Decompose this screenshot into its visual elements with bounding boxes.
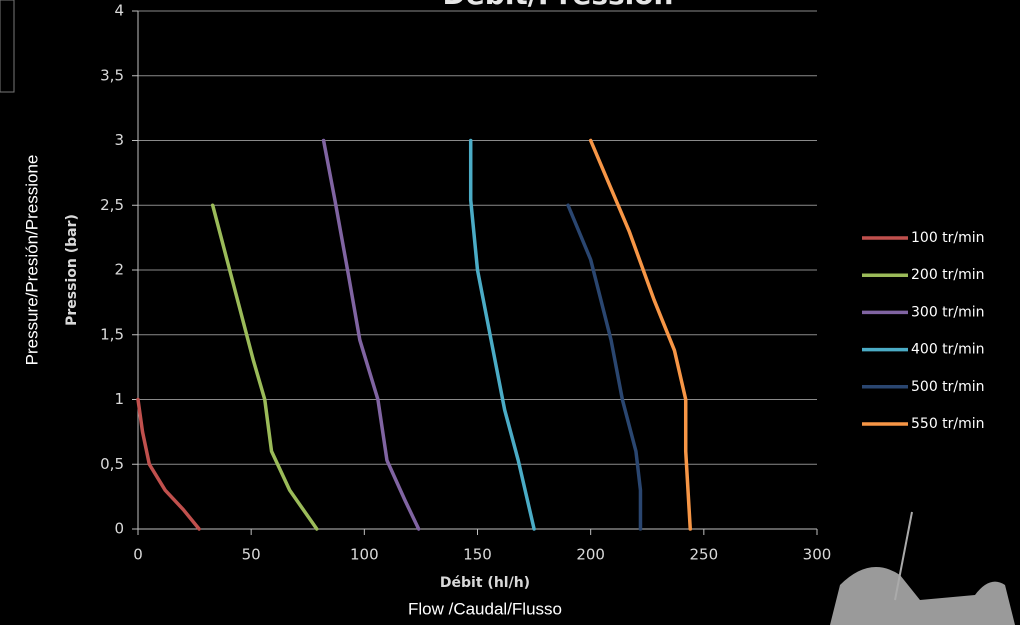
- y-tick-label: 2: [114, 261, 124, 279]
- y-tick-label: 4: [114, 2, 124, 20]
- legend-label: 400 tr/min: [911, 342, 985, 358]
- data-line: [566, 203, 643, 531]
- x-tick-label: 250: [690, 546, 719, 564]
- y-tick-label: 1,5: [100, 325, 124, 343]
- x-tick-label: 200: [576, 546, 605, 564]
- y-axis-label: Pression (bar): [64, 214, 80, 326]
- legend-label: 300 tr/min: [911, 304, 985, 320]
- legend-label: 200 tr/min: [911, 267, 985, 283]
- legend-label: 500 tr/min: [911, 379, 985, 395]
- y-tick-label: 0: [114, 520, 124, 538]
- x-tick-label: 0: [133, 546, 143, 564]
- data-line: [210, 203, 319, 531]
- data-line: [321, 138, 421, 531]
- y-tick-label: 0,5: [100, 455, 124, 473]
- x-tick-label: 50: [242, 546, 261, 564]
- y-tick-label: 3: [114, 131, 124, 149]
- decoration-box: [0, 0, 15, 93]
- x-tick-label: 300: [803, 546, 832, 564]
- y-tick-label: 1: [114, 390, 124, 408]
- x-tick-label: 100: [350, 546, 379, 564]
- y-tick-label: 2,5: [100, 196, 124, 214]
- data-line: [468, 138, 536, 531]
- y-caption: Pressure/Presión/Pressione: [22, 155, 41, 366]
- legend-label: 550 tr/min: [911, 416, 985, 432]
- x-tick-label: 150: [463, 546, 492, 564]
- y-tick-label: 3,5: [100, 66, 124, 84]
- legend-label: 100 tr/min: [911, 230, 985, 246]
- device-illustration: [830, 511, 1015, 625]
- x-axis-label: Débit (hl/h): [440, 575, 530, 591]
- data-line: [136, 397, 201, 531]
- x-caption: Flow /Caudal/Flusso: [408, 599, 562, 618]
- chart-title: Débit/Pression: [443, 0, 674, 11]
- data-line: [588, 138, 693, 531]
